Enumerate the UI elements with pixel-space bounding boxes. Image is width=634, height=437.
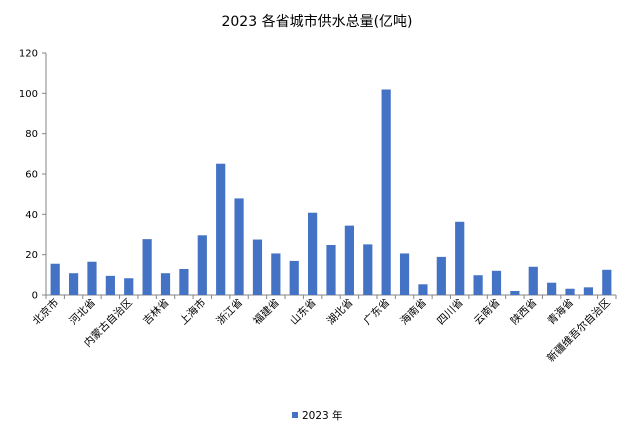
y-tick-label: 120 [19, 49, 38, 60]
bar [124, 278, 134, 295]
bar-layer [50, 89, 612, 295]
y-tick-label: 100 [19, 89, 38, 100]
bar [308, 212, 318, 295]
bar [50, 263, 60, 295]
chart-title: 2023 各省城市供水总量(亿吨) [221, 13, 412, 30]
bar [528, 266, 538, 295]
x-tick-label: 浙江省 [214, 296, 245, 327]
bar [363, 244, 373, 295]
bar [602, 269, 612, 295]
legend-swatch [292, 412, 298, 418]
bar [252, 239, 263, 295]
x-tick-label: 上海市 [177, 296, 208, 327]
x-tick-label: 陕西省 [508, 296, 539, 327]
bar [179, 268, 189, 295]
legend: 2023 年 [292, 409, 343, 422]
bar [399, 253, 410, 295]
bar [160, 273, 171, 295]
bar [565, 288, 575, 295]
x-tick-label: 山东省 [287, 296, 318, 327]
y-tick-label: 80 [25, 129, 38, 140]
bar [68, 273, 79, 295]
x-tick-label: 新疆维吾尔自治区 [544, 296, 613, 365]
x-tick-label: 广东省 [361, 296, 392, 327]
legend-label: 2023 年 [302, 409, 343, 422]
y-tick-label: 40 [25, 210, 38, 221]
bar [455, 221, 465, 295]
y-tick-label: 60 [25, 170, 38, 181]
x-tick-label: 湖北省 [324, 296, 355, 327]
bar [216, 163, 226, 295]
y-tick-label: 0 [32, 291, 38, 302]
x-tick-label: 河北省 [67, 296, 98, 327]
bar [234, 198, 244, 295]
bar [491, 270, 502, 295]
bar [105, 275, 115, 295]
bar [326, 244, 336, 295]
bar [197, 235, 207, 295]
bar [510, 290, 520, 295]
x-tick-label: 吉林省 [140, 296, 171, 327]
x-tick-label: 青海省 [545, 296, 576, 327]
bar [436, 256, 446, 295]
bar [547, 282, 557, 295]
x-tick-label: 四川省 [434, 296, 465, 327]
bar [271, 253, 281, 295]
label-layer: 北京市 河北省内蒙古自治区 吉林省 上海市 浙江省 福建省 山东省 湖北省 广东省 海南省 四川省云… [30, 296, 613, 365]
bar [418, 284, 428, 295]
bar [87, 261, 97, 295]
x-tick-label: 海南省 [398, 296, 429, 327]
bar [142, 239, 152, 295]
bar [289, 260, 299, 295]
bar [344, 225, 354, 295]
y-tick-label: 20 [25, 250, 38, 261]
bar [381, 89, 391, 295]
axis-layer: 0 20 40 60 80 100 120 [19, 49, 617, 302]
bar [583, 287, 594, 295]
x-tick-label: 云南省 [471, 296, 502, 327]
x-tick-label: 福建省 [250, 296, 281, 327]
bar [473, 275, 483, 295]
